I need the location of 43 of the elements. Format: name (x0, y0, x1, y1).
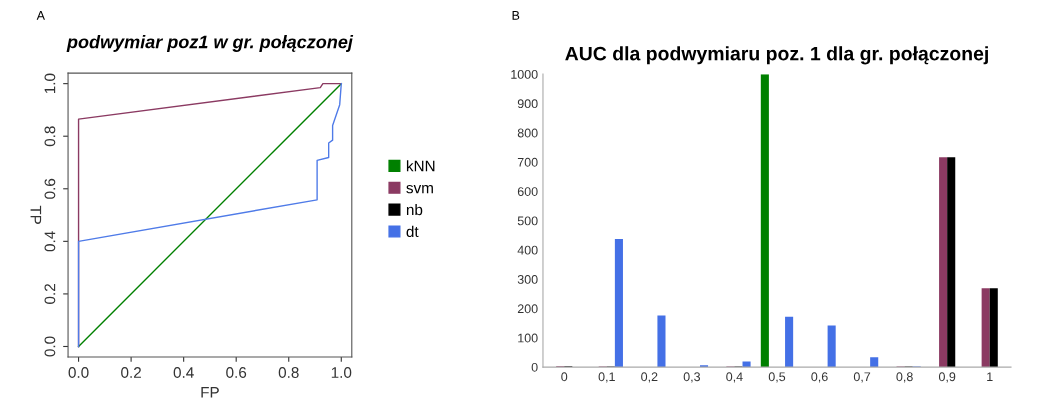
x-tick-label: 1.0 (331, 367, 352, 378)
x-tick-label: 0,2 (641, 372, 658, 383)
y-tick-label: 200 (517, 304, 538, 314)
x-tick-label: 0,3 (683, 372, 701, 383)
legend-label: kNN (406, 160, 435, 172)
x-tick-label: 0,8 (896, 372, 913, 383)
x-tick-label: 0 (561, 372, 568, 382)
x-tick-label: 0.6 (226, 367, 247, 378)
y-tick-label: 900 (517, 99, 538, 109)
legend-label: svm (406, 184, 433, 194)
chart-title: podwymiar poz1 w gr. połączonej (66, 35, 354, 52)
legend-label: nb (406, 203, 423, 216)
y-tick-label: 0.8 (44, 126, 56, 147)
chart-title: AUC dla podwymiaru poz. 1 dla gr. połączonej (565, 46, 988, 65)
x-axis-title: FP (201, 387, 219, 398)
y-tick-label: 100 (518, 333, 538, 343)
y-tick-label: 0.0 (44, 336, 56, 357)
x-tick-label: 0.2 (121, 367, 141, 378)
x-tick-label: 0.4 (173, 367, 194, 378)
y-axis-title: TP (30, 205, 42, 225)
x-tick-label: 0,7 (853, 372, 871, 383)
x-tick-label: 0.8 (278, 367, 299, 378)
y-tick-label: 1000 (511, 69, 538, 79)
x-tick-label: 0,6 (811, 372, 828, 383)
x-tick-label: 0,4 (726, 372, 743, 383)
y-tick-label: 400 (517, 245, 538, 255)
y-tick-label: 600 (517, 187, 538, 196)
x-tick-label: 0.0 (68, 367, 89, 378)
y-tick-label: 500 (517, 216, 538, 226)
x-tick-label: 0,5 (768, 372, 786, 383)
x-tick-label: 1 (987, 372, 993, 382)
y-tick-label: 0.2 (44, 284, 56, 304)
y-tick-label: 0.4 (44, 231, 56, 252)
y-tick-label: 700 (517, 157, 538, 167)
y-tick-label: 1.0 (44, 73, 56, 94)
legend-label: dt (406, 225, 419, 238)
y-tick-label: 0.6 (44, 178, 56, 199)
y-tick-label: 800 (517, 128, 538, 138)
x-tick-label: 0,1 (598, 372, 615, 383)
y-tick-label: 300 (517, 275, 538, 284)
text: A (36, 11, 45, 20)
x-tick-label: 0,9 (938, 372, 956, 383)
text: B (512, 11, 520, 20)
